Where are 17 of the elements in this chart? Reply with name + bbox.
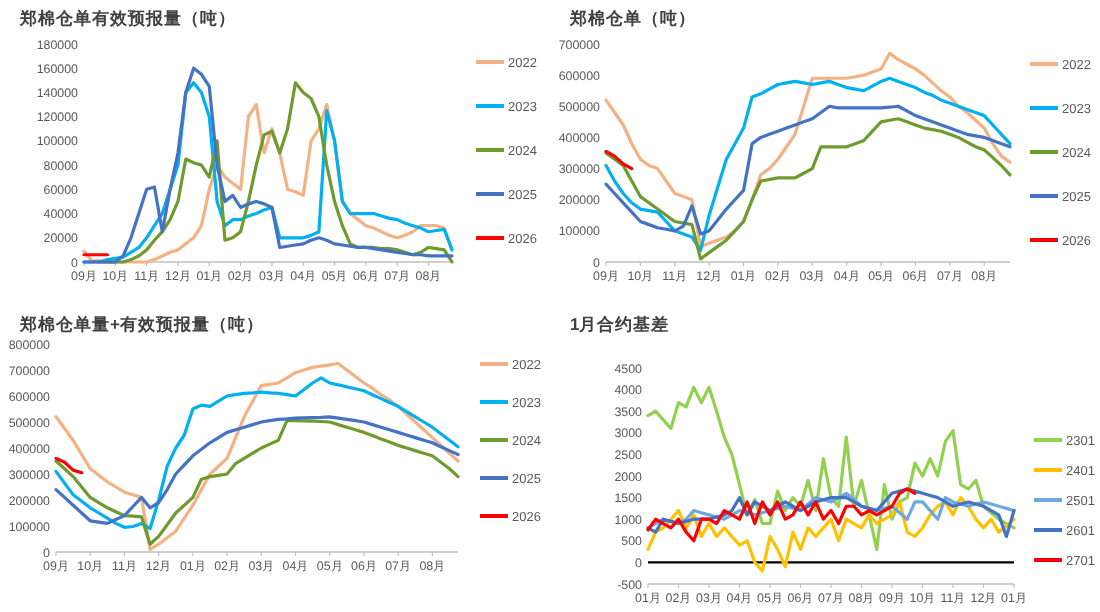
chart-title: 郑棉仓单有效预报量（吨） (18, 8, 236, 28)
line-series (604, 117, 1012, 261)
line-series (54, 376, 460, 531)
line-series (54, 361, 460, 551)
line-series (54, 456, 84, 475)
line-series (646, 491, 1016, 530)
line-series (604, 149, 634, 171)
line-series (646, 487, 917, 543)
line-series (54, 419, 460, 546)
chart-title: 1月合约基差 (570, 314, 670, 334)
chart-title: 郑棉仓单量+有效预报量（吨） (18, 314, 264, 334)
line-series (646, 385, 1016, 552)
line-series (646, 487, 1016, 539)
chart-title: 郑棉仓单（吨） (568, 8, 696, 28)
line-series (54, 415, 460, 525)
line-series (646, 496, 1016, 573)
line-series (604, 104, 1012, 236)
